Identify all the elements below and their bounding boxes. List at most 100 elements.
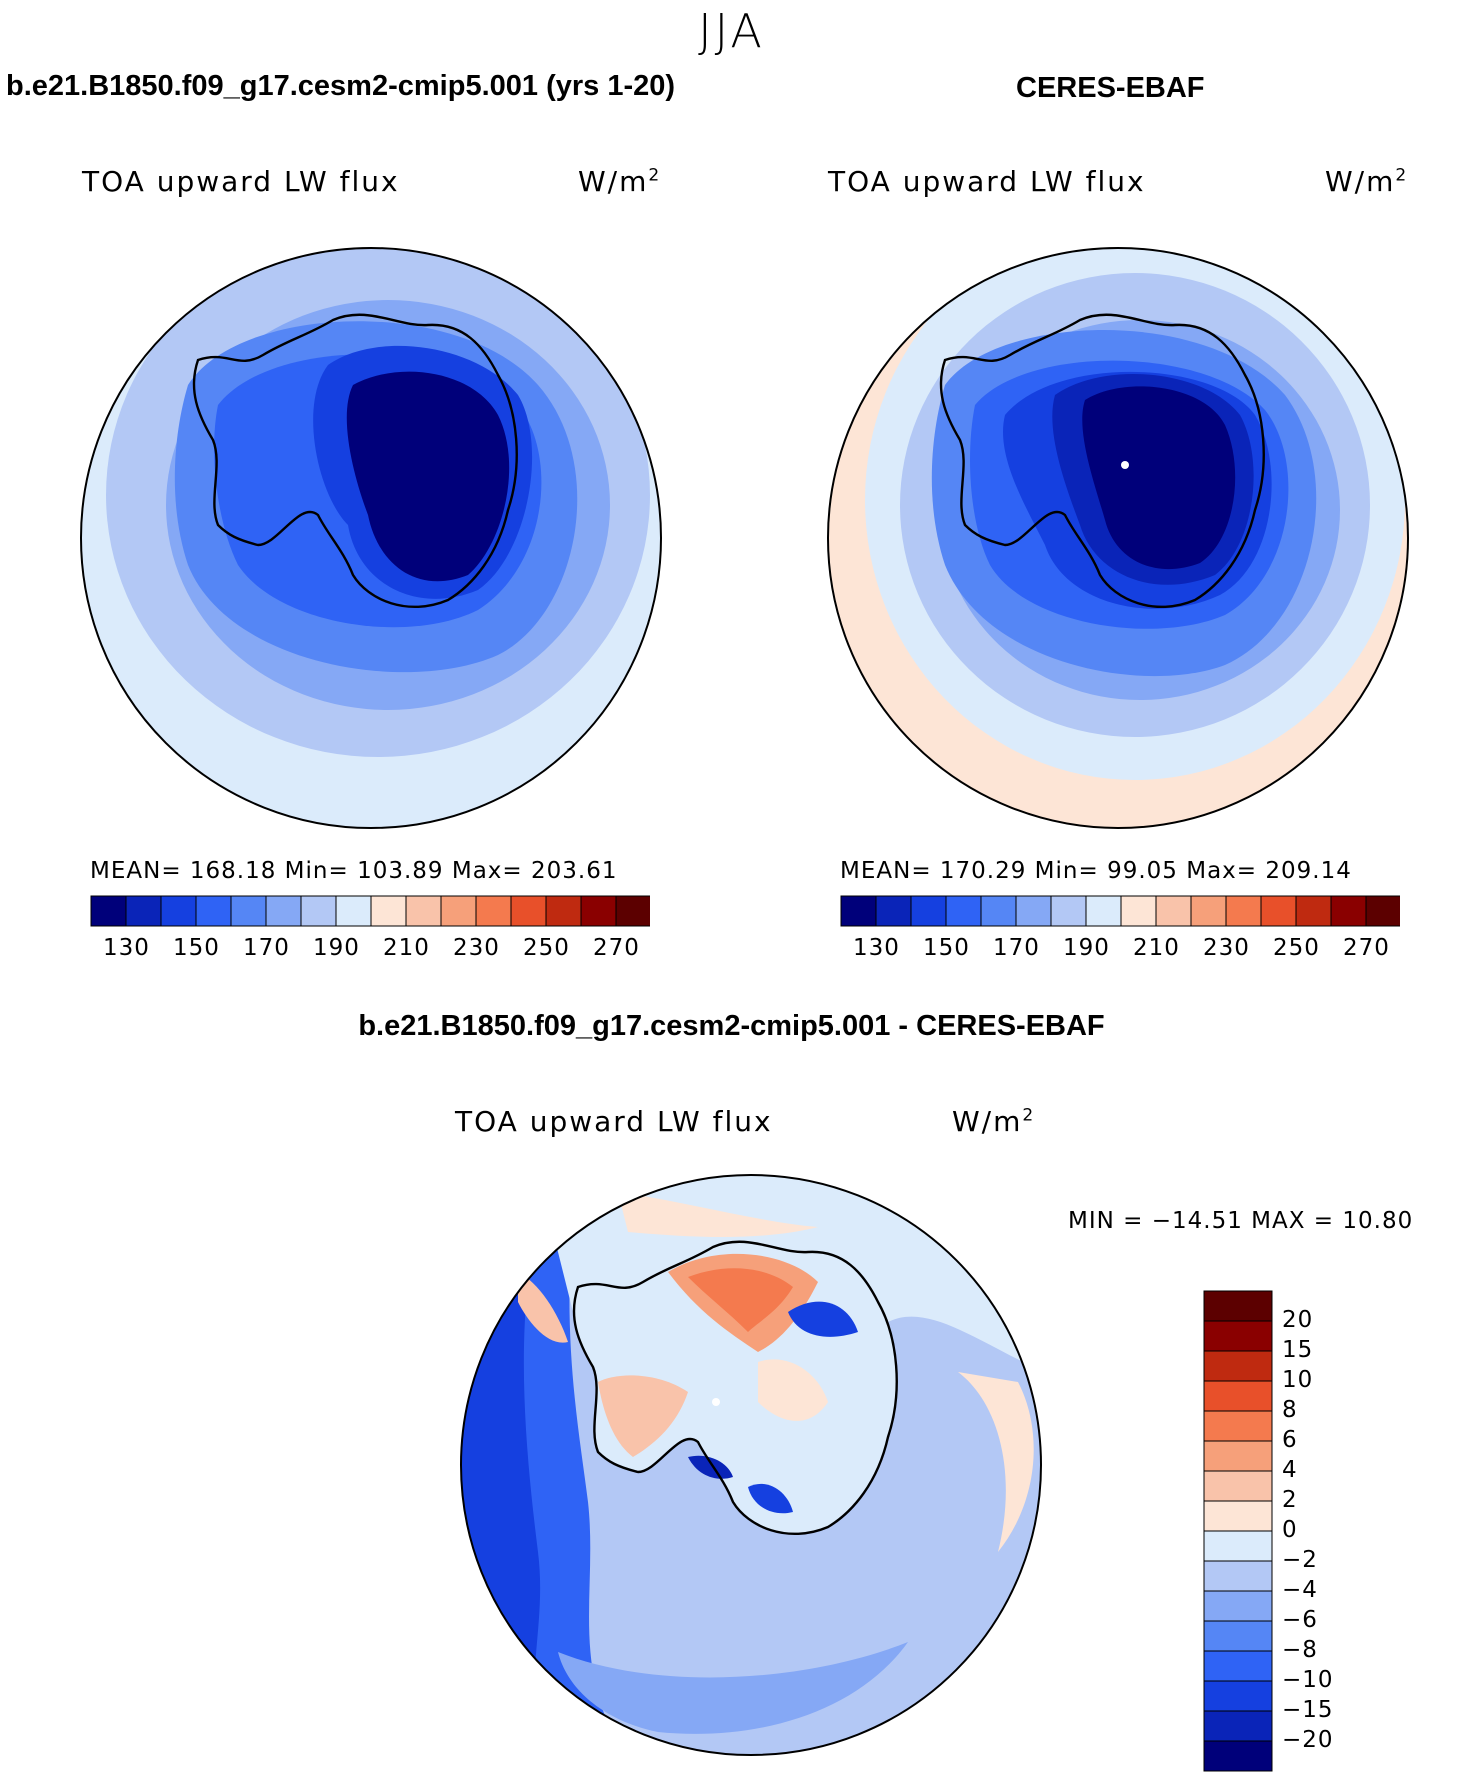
panel2-colorbar-tick-label: 130 [853,935,900,961]
panel3-colorbar-swatch [1203,1740,1273,1772]
panel1-title: b.e21.B1850.f09_g17.cesm2-cmip5.001 (yrs… [6,70,676,102]
panel1-colorbar-swatch [90,895,127,927]
panel3-negative-anomaly-3 [748,1483,793,1514]
panel1-colorbar-swatch [615,895,650,927]
panel3-colorbar-swatch [1203,1470,1273,1502]
panel3-units: W/m2 [952,1105,1036,1138]
panel2-colorbar-swatch [910,895,947,927]
panel1-colorbar-tick-label: 270 [593,935,640,961]
panel3-colorbar-tick-label: 20 [1282,1307,1314,1333]
panel3-colorbar [1203,1290,1273,1772]
panel3-colorbar-tick-label: 2 [1282,1487,1298,1513]
panel3-negative-anomaly-1 [788,1301,858,1337]
panel1-colorbar-swatch [300,895,337,927]
panel1-colorbar-swatch [335,895,372,927]
panel3-colorbar-swatch [1203,1710,1273,1742]
panel3-positive-anomaly-2 [598,1375,688,1457]
panel2-colorbar-swatch [1295,895,1332,927]
panel1-colorbar-ticks: 130 150 170 190 210 230 250 270 [90,935,650,965]
panel2-colorbar-tick-label: 210 [1133,935,1180,961]
panel2-antarctica-coastline [939,313,1265,609]
panel2-colorbar-swatch [1365,895,1400,927]
panel3-map-border [460,1174,1042,1756]
panel1-colorbar-tick-label: 210 [383,935,430,961]
panel3-band-minus6-south [558,1642,908,1734]
panel3-colorbar-swatch [1203,1530,1273,1562]
panel3-colorbar-tick-label: 4 [1282,1457,1298,1483]
panel1-colorbar-tick-label: 150 [173,935,220,961]
panel1-colorbar [90,895,650,927]
panel2-colorbar-swatch [1190,895,1227,927]
panel2-colorbar-swatch [1225,895,1262,927]
panel2-colorbar-tick-label: 250 [1273,935,1320,961]
panel1-colorbar-swatch [125,895,162,927]
panel2-colorbar-swatch [980,895,1017,927]
panel3-colorbar-swatch [1203,1320,1273,1352]
panel3-positive-anomaly-3 [758,1359,828,1421]
panel3-colorbar-swatch [1203,1560,1273,1592]
panel2-colorbar-tick-label: 170 [993,935,1040,961]
panel2-stats: MEAN= 170.29 Min= 99.05 Max= 209.14 [840,858,1352,884]
panel3-positive-anomaly-1-core [688,1268,793,1332]
panel3-colorbar-tick-label: −15 [1282,1697,1334,1723]
panel3-variable-label: TOA upward LW flux [455,1105,773,1138]
panel3-map [460,1174,1042,1756]
panel1-colorbar-swatch [440,895,477,927]
panel2-colorbar-tick-label: 230 [1203,935,1250,961]
panel2-colorbar-swatch [840,895,877,927]
panel3-colorbar-swatch [1203,1650,1273,1682]
panel2-units: W/m2 [1325,165,1409,198]
panel2-colorbar-swatch [875,895,912,927]
figure-season-title: JJA [698,4,765,58]
panel2-colorbar-swatch [1330,895,1367,927]
panel3-band-plus2-east [958,1372,1034,1552]
panel3-colorbar-swatch [1203,1350,1273,1382]
panel3-positive-anomaly-4 [518,1272,568,1343]
panel2-colorbar-swatch [1050,895,1087,927]
panel3-negative-anomaly-2 [688,1455,733,1479]
panel3-colorbar-tick-label: −4 [1282,1577,1318,1603]
panel2-pole-marker [1121,461,1129,469]
panel3-stats: MIN = −14.51 MAX = 10.80 [1068,1208,1414,1234]
panel3-colorbar-tick-label: 10 [1282,1367,1314,1393]
panel2-colorbar-tick-label: 150 [923,935,970,961]
panel2-colorbar-ticks: 130 150 170 190 210 230 250 270 [840,935,1400,965]
panel3-colorbar-tick-label: −8 [1282,1637,1318,1663]
panel1-colorbar-swatch [370,895,407,927]
panel3-band-plus2-north [618,1192,818,1237]
panel1-colorbar-swatch [230,895,267,927]
panel2-title: CERES-EBAF [1016,72,1205,104]
panel3-colorbar-swatch [1203,1410,1273,1442]
panel1-units: W/m2 [578,165,662,198]
panel3-antarctica-coastline [572,1240,898,1536]
panel1-colorbar-tick-label: 250 [523,935,570,961]
panel1-colorbar-tick-label: 170 [243,935,290,961]
panel1-band-130 [346,371,510,582]
panel3-title: b.e21.B1850.f09_g17.cesm2-cmip5.001 - CE… [358,1010,1105,1042]
panel1-colorbar-tick-label: 130 [103,935,150,961]
panel3-colorbar-tick-label: −20 [1282,1727,1334,1753]
panel1-stats: MEAN= 168.18 Min= 103.89 Max= 203.61 [90,858,618,884]
panel2-colorbar [840,895,1400,927]
panel2-variable-label: TOA upward LW flux [828,165,1146,198]
panel3-colorbar-swatch [1203,1590,1273,1622]
panel1-variable-label: TOA upward LW flux [82,165,400,198]
panel1-colorbar-swatch [510,895,547,927]
panel1-colorbar-swatch [265,895,302,927]
panel2-colorbar-swatch [1085,895,1122,927]
panel3-colorbar-tick-label: −6 [1282,1607,1318,1633]
panel2-colorbar-swatch [945,895,982,927]
panel2-colorbar-swatch [1015,895,1052,927]
panel2-colorbar-swatch [1260,895,1297,927]
panel3-colorbar-tick-label: 0 [1282,1517,1298,1543]
panel1-colorbar-swatch [195,895,232,927]
panel2-map [827,247,1409,829]
panel1-colorbar-tick-label: 230 [453,935,500,961]
panel1-colorbar-swatch [160,895,197,927]
panel1-colorbar-swatch [475,895,512,927]
panel1-map-border [80,247,662,829]
panel2-colorbar-tick-label: 270 [1343,935,1390,961]
panel1-map [80,247,662,829]
panel3-colorbar-tick-label: −10 [1282,1667,1334,1693]
panel3-colorbar-swatch [1203,1290,1273,1322]
